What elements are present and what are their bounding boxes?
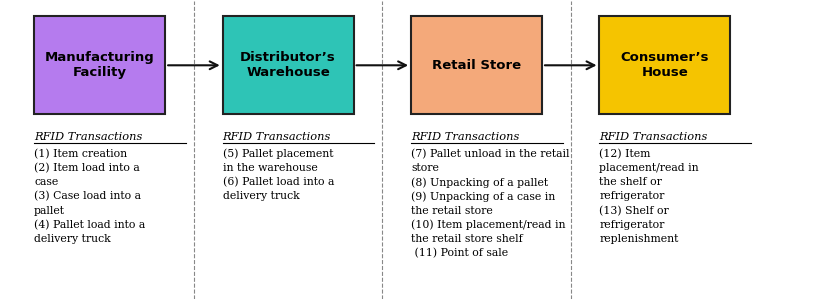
Text: RFID Transactions: RFID Transactions	[599, 132, 708, 142]
Text: Consumer’s
House: Consumer’s House	[621, 51, 709, 79]
Text: (3) Case load into a: (3) Case load into a	[35, 191, 141, 202]
Text: (4) Pallet load into a: (4) Pallet load into a	[35, 220, 145, 230]
FancyBboxPatch shape	[223, 16, 353, 114]
Text: delivery truck: delivery truck	[35, 234, 111, 244]
Text: (10) Item placement/read in: (10) Item placement/read in	[411, 220, 566, 230]
Text: (12) Item: (12) Item	[599, 148, 651, 159]
Text: Retail Store: Retail Store	[432, 59, 521, 72]
FancyBboxPatch shape	[35, 16, 165, 114]
Text: Manufacturing
Facility: Manufacturing Facility	[45, 51, 155, 79]
Text: refrigerator: refrigerator	[599, 220, 665, 230]
Text: (5) Pallet placement: (5) Pallet placement	[223, 148, 333, 159]
Text: (7) Pallet unload in the retail: (7) Pallet unload in the retail	[411, 148, 570, 159]
Text: delivery truck: delivery truck	[223, 191, 299, 201]
Text: the retail store: the retail store	[411, 206, 492, 216]
Text: (2) Item load into a: (2) Item load into a	[35, 163, 140, 173]
Text: replenishment: replenishment	[599, 234, 679, 244]
Text: (1) Item creation: (1) Item creation	[35, 148, 127, 159]
Text: (13) Shelf or: (13) Shelf or	[599, 206, 669, 216]
Text: placement/read in: placement/read in	[599, 163, 699, 173]
FancyBboxPatch shape	[599, 16, 731, 114]
Text: Distributor’s
Warehouse: Distributor’s Warehouse	[240, 51, 336, 79]
Text: pallet: pallet	[35, 206, 65, 216]
Text: case: case	[35, 177, 58, 187]
Text: the retail store shelf: the retail store shelf	[411, 234, 523, 244]
FancyBboxPatch shape	[411, 16, 542, 114]
Text: RFID Transactions: RFID Transactions	[35, 132, 142, 142]
Text: (8) Unpacking of a pallet: (8) Unpacking of a pallet	[411, 177, 548, 188]
Text: (9) Unpacking of a case in: (9) Unpacking of a case in	[411, 191, 555, 202]
Text: refrigerator: refrigerator	[599, 191, 665, 201]
Text: in the warehouse: in the warehouse	[223, 163, 317, 173]
Text: RFID Transactions: RFID Transactions	[411, 132, 520, 142]
Text: store: store	[411, 163, 439, 173]
Text: RFID Transactions: RFID Transactions	[223, 132, 331, 142]
Text: (6) Pallet load into a: (6) Pallet load into a	[223, 177, 334, 188]
Text: (11) Point of sale: (11) Point of sale	[411, 248, 508, 259]
Text: the shelf or: the shelf or	[599, 177, 663, 187]
